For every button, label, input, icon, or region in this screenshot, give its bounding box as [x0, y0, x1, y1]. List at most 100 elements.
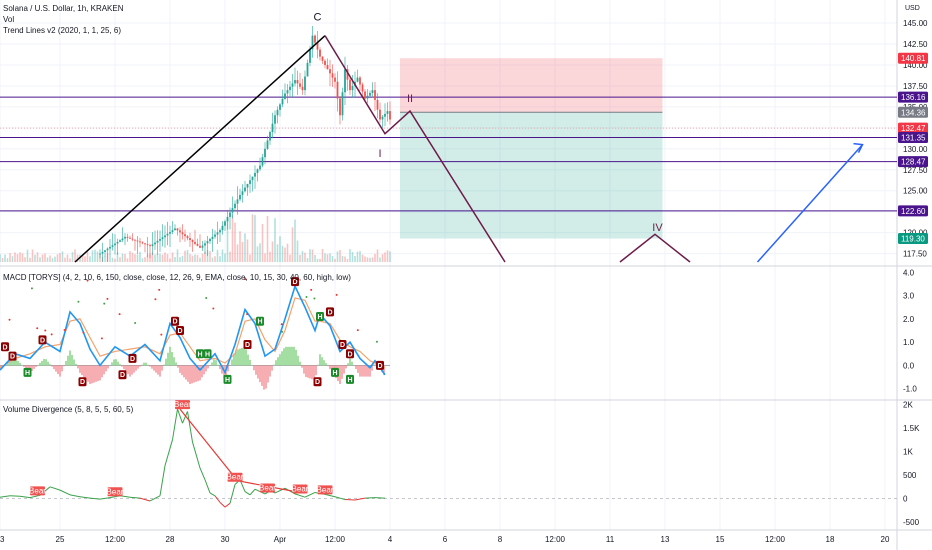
volume-bar: [221, 249, 224, 262]
macd-hist-bar: [119, 364, 121, 366]
macd-hist-bar: [255, 365, 257, 375]
macd-hist-bar: [117, 361, 119, 366]
macd-hist-bar: [81, 365, 83, 376]
volume-bar: [329, 253, 331, 262]
macd-hist-bar: [123, 365, 125, 370]
volume-bar: [6, 258, 9, 262]
volume-bar: [359, 251, 361, 262]
candle-body: [284, 93, 286, 99]
candle-body: [121, 238, 124, 241]
macd-hist-bar: [177, 365, 179, 368]
macd-marker: [346, 374, 354, 384]
volume-bar: [244, 233, 246, 262]
price-label-text: 132.47: [901, 124, 926, 133]
macd-marker: [1, 342, 9, 352]
macd-hist-bar: [43, 358, 45, 366]
macd-hist-bar: [23, 365, 25, 367]
vol-legend[interactable]: Vol: [3, 15, 15, 24]
macd-hist-bar: [275, 360, 277, 366]
vd-series-line: [192, 441, 201, 469]
vd-series-line: [214, 495, 221, 503]
trend-lines-legend[interactable]: Trend Lines v2 (2020, 1, 1, 25, 6): [3, 26, 121, 35]
volume-bar: [41, 254, 44, 262]
candle-body: [119, 240, 121, 242]
position-tool[interactable]: [400, 58, 663, 239]
volume-bar: [176, 249, 179, 262]
macd-tick: 2.0: [903, 315, 915, 324]
vd-series-line: [99, 497, 111, 500]
candle-body: [151, 244, 154, 247]
macd-hist-bar: [299, 361, 301, 366]
candle-body: [279, 104, 281, 110]
macd-hist-bar: [383, 365, 385, 376]
macd-hist-bar: [295, 349, 297, 366]
macd-hist-bar: [361, 365, 363, 377]
candle-body: [176, 228, 179, 231]
macd-hist-bar: [293, 346, 295, 366]
candle-body: [189, 238, 191, 241]
macd-hist-bar: [97, 365, 99, 382]
symbol-title[interactable]: Solana / U.S. Dollar, 1h, KRAKEN: [3, 4, 124, 13]
macd-hist-bar: [115, 359, 117, 366]
macd-hist-bar: [323, 360, 325, 366]
macd-dot: [36, 327, 39, 330]
vd-series-line: [129, 496, 141, 499]
macd-hist-bar: [65, 360, 67, 366]
volume-bar: [181, 255, 184, 262]
macd-hist-bar: [355, 365, 357, 370]
volume-bar: [369, 257, 371, 262]
candle-body: [124, 236, 126, 239]
macd-marker: [23, 367, 32, 377]
macd-hist-bar: [217, 364, 219, 366]
macd-legend[interactable]: MACD [TORYS] (4, 2, 10, 6, 150, close, c…: [3, 272, 351, 283]
candle-body: [376, 99, 379, 110]
volume-divergence-pane: Bear Bear Bear Bear Bear Bear Bear: [0, 400, 897, 508]
volume-bar: [174, 256, 176, 262]
macd-hist-bar: [95, 365, 97, 382]
candle-body: [226, 216, 229, 222]
macd-hist-bar: [207, 365, 209, 369]
candle-body: [374, 90, 376, 100]
volume-bar: [249, 254, 251, 262]
voldiv-legend[interactable]: Volume Divergence (5, 8, 5, 5, 60, 5): [3, 404, 133, 415]
volume-bar: [314, 255, 316, 262]
macd-hist-bar: [249, 359, 251, 366]
candle-body: [349, 79, 351, 91]
projection-arrow: [756, 144, 864, 263]
macd-hist-bar: [149, 365, 151, 367]
volume-bar: [379, 257, 381, 262]
macd-marker: [78, 377, 87, 387]
macd-hist-bar: [131, 365, 133, 375]
macd-hist-bar: [261, 365, 263, 386]
volume-bar: [281, 245, 284, 262]
macd-marker-text: D: [340, 342, 345, 349]
macd-hist-bar: [345, 365, 347, 369]
candle-body: [276, 109, 279, 116]
candle-body: [266, 140, 269, 149]
candle-body: [331, 73, 334, 78]
horizontal-lines[interactable]: [0, 96, 897, 212]
candle-body: [371, 90, 374, 93]
volume-bar: [61, 251, 64, 262]
macd-hist-bar: [93, 365, 95, 383]
candle-body: [209, 238, 211, 242]
volume-bar: [186, 250, 189, 262]
macd-marker: [316, 312, 324, 322]
macd-tick: 4.0: [903, 268, 915, 277]
candle-body: [239, 194, 241, 200]
volume-bar: [344, 256, 346, 262]
macd-hist-bar: [41, 360, 43, 366]
macd-hist-bar: [301, 365, 303, 368]
time-tick: 13: [661, 535, 670, 544]
macd-hist-bar: [197, 365, 199, 382]
candle-body: [171, 230, 174, 232]
candle-body: [216, 232, 219, 235]
price-label-text: 119.30: [901, 235, 925, 244]
macd-hist-bar: [129, 365, 131, 377]
volume-bar: [311, 249, 314, 262]
macd-dot: [305, 296, 308, 299]
volume-bar: [301, 251, 304, 262]
bear-badge-0: [30, 486, 45, 496]
